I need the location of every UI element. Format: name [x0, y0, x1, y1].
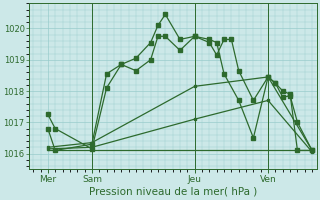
X-axis label: Pression niveau de la mer( hPa ): Pression niveau de la mer( hPa )	[89, 187, 257, 197]
